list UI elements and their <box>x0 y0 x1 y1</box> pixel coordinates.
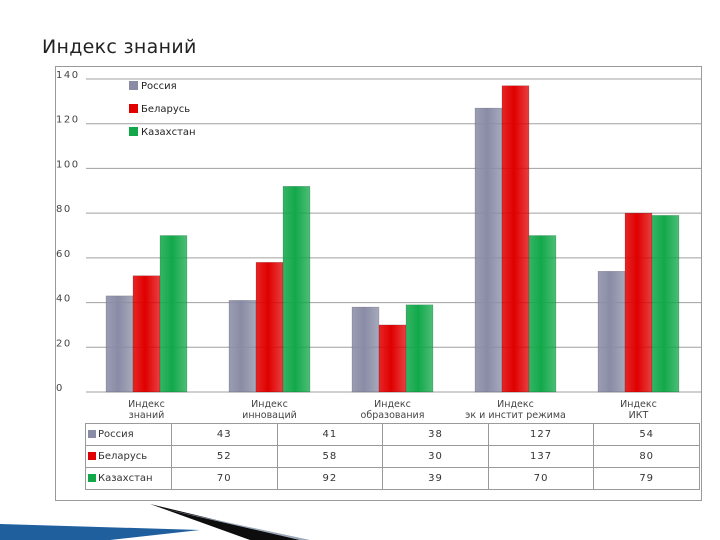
legend-swatch <box>88 430 96 438</box>
y-tick-label: 20 <box>56 338 72 349</box>
bar <box>105 295 134 393</box>
table-cell: 30 <box>382 445 489 468</box>
table-cell: 52 <box>171 445 278 468</box>
table-cell: 58 <box>276 445 384 468</box>
table-cell: 92 <box>276 467 384 490</box>
slide-title: Индекс знаний <box>42 36 197 58</box>
table-row: Казахстан 70 92 39 70 79 <box>85 467 700 490</box>
category-label: Индекс образования <box>361 399 425 421</box>
category-label: Индекс эк и инстит режима <box>465 399 566 421</box>
y-tick-label: 60 <box>56 249 72 260</box>
table-cell: 43 <box>171 423 278 446</box>
y-tick-label: 100 <box>56 159 80 170</box>
table-row: Беларусь 52 58 30 137 80 <box>85 445 700 468</box>
bar <box>282 186 311 393</box>
table-row-header: Казахстан <box>85 467 172 490</box>
y-tick-label: 140 <box>56 70 80 81</box>
category-label: Индекс ИКТ <box>620 399 657 421</box>
bar <box>405 304 434 393</box>
bar <box>255 262 284 393</box>
legend-label: Казахстан <box>141 127 196 138</box>
bar <box>474 107 503 393</box>
bar <box>132 275 161 393</box>
swoosh-blue <box>0 524 200 540</box>
bar <box>528 235 557 393</box>
bar <box>351 306 380 393</box>
bar <box>501 85 530 393</box>
bar <box>624 212 653 393</box>
series-name: Казахстан <box>98 473 153 484</box>
y-tick-label: 40 <box>56 294 72 305</box>
bar <box>651 215 680 393</box>
bar <box>159 235 188 393</box>
table-row: Россия 43 41 38 127 54 <box>85 423 700 446</box>
legend-swatch <box>129 127 138 136</box>
bar <box>378 324 407 393</box>
table-cell: 41 <box>276 423 384 446</box>
legend-swatch <box>88 452 96 460</box>
data-table: Россия 43 41 38 127 54 Беларусь 52 58 30 137 80 Каза… <box>85 423 700 490</box>
bar <box>597 271 626 393</box>
table-cell: 70 <box>171 467 278 490</box>
bar <box>228 300 257 393</box>
table-cell: 127 <box>487 423 595 446</box>
legend-swatch <box>129 104 138 113</box>
legend-swatch <box>88 474 96 482</box>
legend-swatch <box>129 81 138 90</box>
series-name: Россия <box>98 429 134 440</box>
legend-label: Россия <box>141 81 177 92</box>
table-cell: 39 <box>382 467 489 490</box>
y-tick-label: 80 <box>56 204 72 215</box>
table-row-header: Россия <box>85 423 172 446</box>
category-label: Индекс знаний <box>128 399 165 421</box>
swoosh-grey <box>160 508 310 540</box>
table-cell: 54 <box>593 423 700 446</box>
table-cell: 70 <box>487 467 595 490</box>
table-cell: 38 <box>382 423 489 446</box>
y-tick-label: 0 <box>56 383 64 394</box>
series-name: Беларусь <box>98 451 148 462</box>
category-label: Индекс инноваций <box>242 399 297 421</box>
y-tick-label: 120 <box>56 115 80 126</box>
legend-label: Беларусь <box>141 104 190 115</box>
table-cell: 79 <box>593 467 700 490</box>
table-cell: 80 <box>593 445 700 468</box>
bar-chart: 0 20 40 60 80 100 120 140 Индекс знаний Индекс инно… <box>56 70 701 421</box>
decorative-swoosh <box>0 504 310 540</box>
table-cell: 137 <box>487 445 595 468</box>
table-row-header: Беларусь <box>85 445 172 468</box>
